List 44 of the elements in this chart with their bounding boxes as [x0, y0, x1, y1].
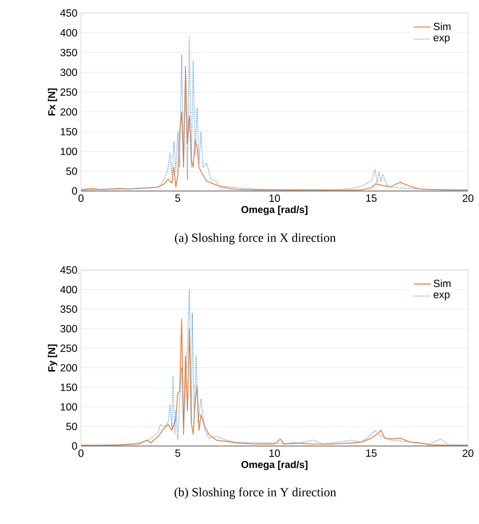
line-series: [80, 318, 468, 446]
y-tick-label: 200: [60, 364, 78, 372]
x-tick-label: 10: [269, 450, 280, 457]
line-series: [80, 36, 468, 191]
y-tick-label: 250: [60, 88, 78, 96]
x-tick-label: 5: [175, 450, 180, 457]
x-tick-label: 20: [462, 194, 474, 202]
x-tick-label: 20: [462, 450, 474, 457]
line-series: [80, 289, 468, 446]
y-tick-label: 300: [60, 324, 78, 332]
y-axis-title: Fx [N]: [48, 88, 58, 116]
y-tick-label: 100: [60, 148, 78, 156]
y-tick-label: 400: [60, 29, 78, 36]
line-series: [80, 66, 468, 191]
y-tick-label: 250: [60, 344, 78, 352]
x-tick-label: 5: [175, 194, 180, 202]
y-tick-label: 350: [60, 305, 78, 313]
x-axis-title: Omega [rad/s]: [241, 206, 308, 216]
y-tick-label: 50: [66, 422, 78, 430]
x-tick-label: 10: [269, 194, 280, 202]
y-tick-label: 450: [60, 266, 78, 274]
x-tick-label: 0: [78, 194, 84, 202]
legend-label: exp: [434, 36, 450, 44]
y-tick-label: 400: [60, 286, 78, 294]
y-tick-label: 0: [72, 442, 78, 450]
y-tick-label: 50: [66, 168, 78, 175]
legend-label: Sim: [434, 279, 451, 288]
y-tick-label: 100: [60, 403, 78, 411]
legend-label: Sim: [434, 22, 451, 30]
y-tick-label: 450: [60, 9, 78, 17]
y-tick-label: 350: [60, 48, 78, 56]
y-tick-label: 150: [60, 128, 78, 136]
x-tick-label: 0: [78, 450, 84, 457]
y-tick-label: 150: [60, 384, 78, 392]
x-tick-label: 15: [366, 450, 377, 457]
y-tick-label: 200: [60, 108, 78, 116]
text: (a) Sloshing force in X direction: [174, 233, 336, 244]
text: (b) Sloshing force in Y direction: [174, 488, 336, 499]
x-tick-label: 15: [366, 194, 377, 202]
y-tick-label: 300: [60, 68, 78, 76]
y-axis-title: Fy [N]: [48, 344, 58, 372]
legend-label: exp: [434, 292, 450, 300]
x-axis-title: Omega [rad/s]: [241, 460, 308, 470]
y-tick-label: 0: [72, 187, 78, 195]
